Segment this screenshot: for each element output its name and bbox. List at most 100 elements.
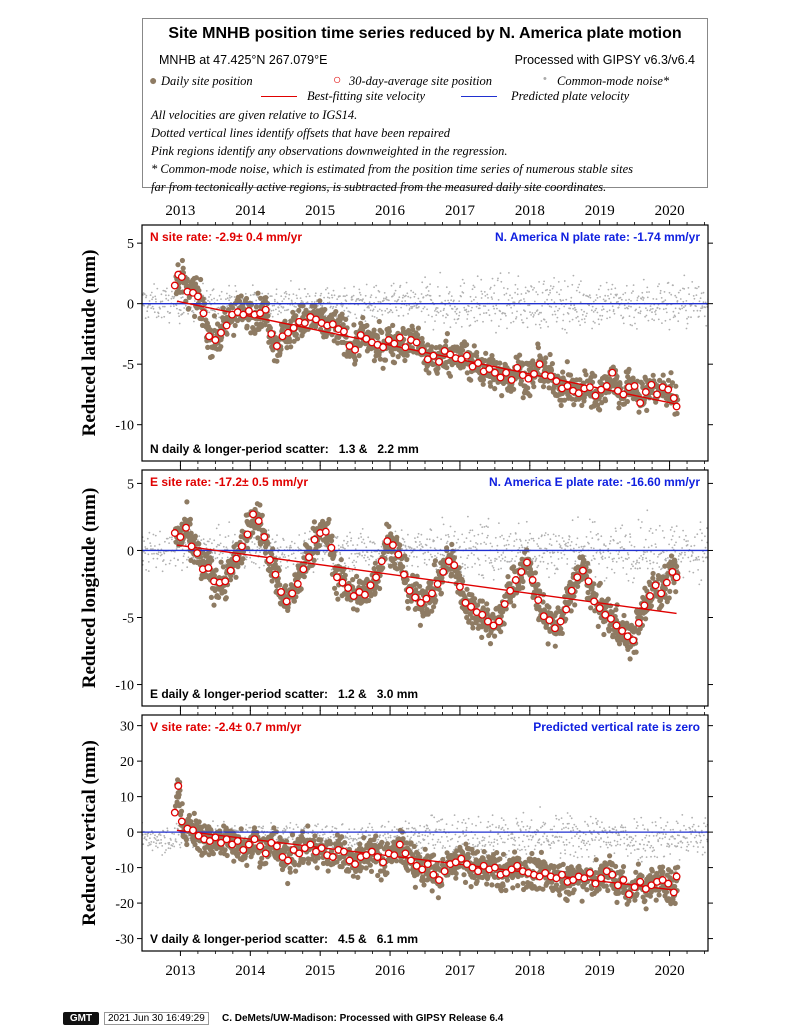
daily-point	[295, 336, 301, 342]
cmn-point	[345, 300, 348, 303]
cmn-point	[578, 291, 581, 294]
cmn-point	[418, 306, 420, 308]
cmn-point	[665, 559, 667, 562]
x-tick-label-top: 2015	[305, 203, 335, 219]
legend-predicted: Predicted plate velocity	[511, 89, 630, 103]
cmn-point	[384, 310, 387, 312]
cmn-point	[488, 562, 491, 564]
cmn-point	[597, 538, 600, 541]
cmn-point	[617, 306, 620, 309]
cmn-point	[336, 550, 339, 553]
cmn-point	[477, 558, 480, 561]
cmn-point	[654, 311, 656, 313]
daily-point	[265, 540, 271, 547]
cmn-point	[490, 319, 493, 322]
daily-point	[553, 610, 560, 616]
cmn-point	[646, 291, 648, 293]
cmn-point	[560, 289, 562, 291]
cmn-point	[298, 548, 300, 550]
cmn-point	[697, 569, 699, 571]
cmn-point	[687, 556, 690, 559]
cmn-point	[328, 301, 331, 304]
cmn-point	[578, 551, 581, 554]
x-tick-label-top: 2014	[235, 203, 266, 219]
cmn-point	[511, 297, 513, 299]
cmn-point	[651, 532, 654, 534]
cmn-point	[280, 305, 283, 308]
daily-point	[583, 372, 589, 378]
cmn-point	[467, 310, 470, 313]
cmn-point	[677, 291, 680, 294]
cmn-point	[595, 551, 598, 554]
daily-point	[673, 383, 679, 389]
cmn-point	[482, 305, 485, 307]
cmn-point	[377, 300, 380, 303]
cmn-point	[417, 297, 420, 300]
daily-point	[380, 365, 386, 371]
cmn-point	[550, 299, 553, 301]
cmn-point	[503, 293, 506, 296]
cmn-point	[658, 553, 660, 556]
daily-point	[317, 298, 323, 304]
cmn-point	[470, 547, 472, 550]
cmn-point	[311, 301, 313, 303]
cmn-point	[496, 544, 499, 547]
cmn-point	[685, 534, 687, 537]
cmn-point	[553, 551, 556, 554]
avg30-point	[222, 321, 231, 330]
cmn-point	[617, 300, 619, 303]
cmn-point	[416, 536, 419, 539]
avg30-point	[552, 377, 561, 386]
note-pink: Pink regions identify any observations d…	[151, 144, 508, 158]
cmn-point	[577, 516, 579, 518]
cmn-point	[441, 516, 444, 519]
cmn-point	[255, 551, 258, 553]
cmn-point	[430, 299, 433, 301]
cmn-point	[299, 297, 302, 299]
cmn-point	[607, 547, 610, 550]
cmn-point	[258, 547, 261, 550]
cmn-point	[474, 546, 477, 549]
cmn-point	[412, 291, 415, 294]
avg30-point	[546, 372, 555, 381]
daily-point	[192, 281, 199, 287]
cmn-point	[449, 525, 452, 528]
daily-point	[598, 392, 604, 398]
avg30-point	[300, 319, 309, 327]
cmn-point	[450, 295, 453, 297]
daily-point	[616, 641, 623, 647]
cmn-point	[276, 547, 279, 550]
cmn-point	[213, 309, 215, 312]
cmn-point	[653, 319, 655, 322]
daily-point	[351, 322, 357, 328]
cmn-point	[408, 555, 411, 557]
cmn-point	[276, 301, 279, 304]
avg30-point	[574, 389, 583, 398]
cmn-point	[189, 529, 192, 531]
cmn-point	[667, 557, 669, 559]
cmn-point	[290, 546, 293, 549]
cmn-point	[143, 293, 146, 296]
cmn-point	[514, 283, 517, 286]
cmn-point	[331, 296, 334, 299]
avg30-point	[530, 369, 538, 378]
cmn-point	[655, 529, 657, 531]
daily-point	[431, 562, 437, 568]
cmn-point	[473, 316, 476, 319]
cmn-point	[391, 295, 394, 298]
cmn-point	[488, 557, 490, 559]
cmn-point	[704, 306, 707, 309]
cmn-point	[363, 556, 365, 559]
cmn-point	[288, 546, 291, 549]
cmn-point	[494, 557, 496, 560]
cmn-point	[258, 566, 261, 569]
cmn-point	[208, 301, 211, 303]
daily-point	[510, 564, 517, 570]
daily-point	[549, 361, 556, 367]
cmn-point	[641, 558, 644, 561]
cmn-point	[679, 298, 682, 300]
cmn-point	[536, 293, 539, 296]
cmn-point	[581, 313, 584, 316]
cmn-point	[520, 313, 522, 316]
